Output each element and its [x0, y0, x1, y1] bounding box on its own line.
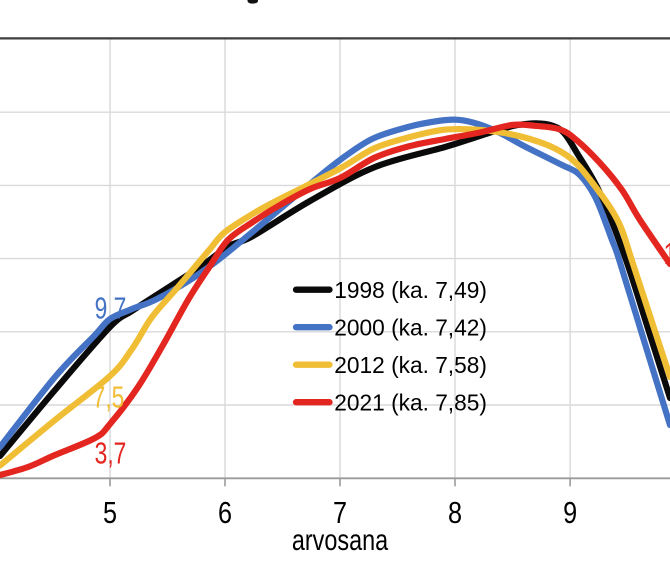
- svg-text:7: 7: [333, 496, 347, 530]
- svg-text:1998 (ka. 7,49): 1998 (ka. 7,49): [334, 277, 487, 303]
- svg-text:2012 (ka. 7,58): 2012 (ka. 7,58): [334, 352, 487, 378]
- svg-text:6: 6: [218, 496, 232, 530]
- svg-text:2000 (ka. 7,42): 2000 (ka. 7,42): [334, 314, 487, 340]
- svg-text:9,7: 9,7: [95, 291, 127, 325]
- svg-text:2021 (ka. 7,85): 2021 (ka. 7,85): [334, 389, 487, 415]
- svg-text:5: 5: [103, 496, 117, 530]
- svg-text:8: 8: [448, 496, 462, 530]
- svg-text:3,7: 3,7: [95, 436, 127, 470]
- svg-text:1: 1: [664, 236, 670, 271]
- svg-text:9: 9: [563, 496, 577, 530]
- svg-text:arvosana: arvosana: [292, 523, 388, 556]
- svg-text:7,5: 7,5: [93, 380, 125, 414]
